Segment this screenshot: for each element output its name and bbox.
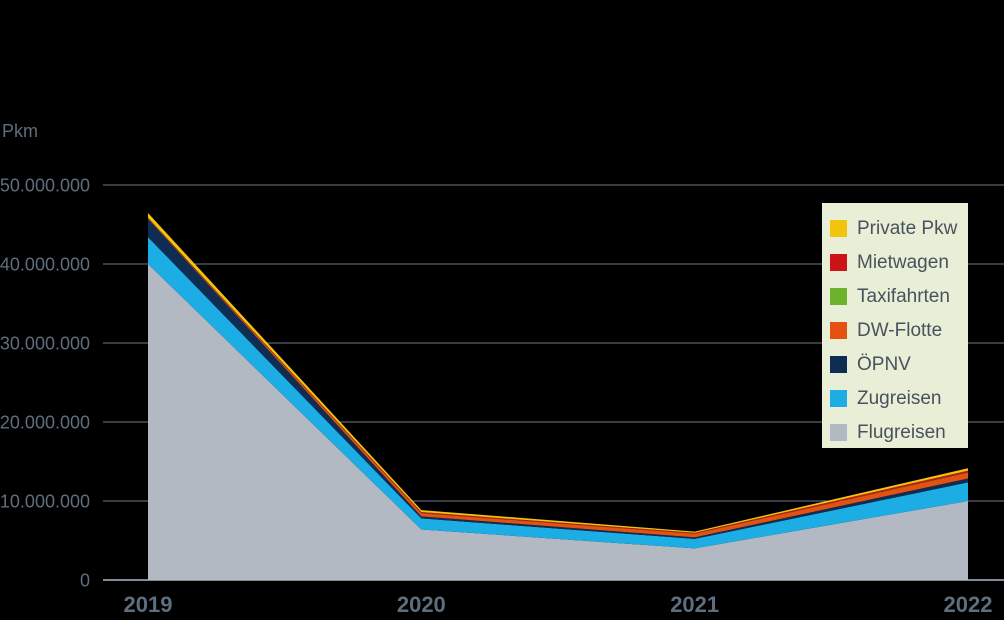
legend-item: Zugreisen	[830, 381, 968, 415]
area-series-layer	[148, 213, 968, 580]
legend-swatch	[830, 219, 847, 237]
y-tick-label: 20.000.000	[0, 413, 90, 433]
legend-item: DW-Flotte	[830, 313, 968, 347]
axis-labels: Pkm 0 10.000.000 20.000.000 30.000.000 40.00…	[0, 121, 992, 617]
legend-item: Taxifahrten	[830, 279, 968, 313]
y-tick-label: 50.000.000	[0, 176, 90, 196]
x-tick-label: 2021	[670, 592, 719, 617]
legend-label: DW-Flotte	[857, 319, 943, 341]
legend-label: Taxifahrten	[857, 285, 950, 307]
legend-swatch	[830, 389, 847, 407]
x-tick-label: 2022	[944, 592, 993, 617]
legend: Private Pkw Mietwagen Taxifahrten DW-Flotte…	[822, 203, 968, 448]
area-series-flugreisen	[148, 264, 968, 580]
legend-swatch	[830, 253, 847, 271]
x-tick-label: 2020	[397, 592, 446, 617]
legend-label: ÖPNV	[857, 353, 911, 375]
legend-swatch	[830, 423, 847, 441]
y-tick-label: 30.000.000	[0, 334, 90, 354]
legend-swatch	[830, 355, 847, 373]
legend-label: Mietwagen	[857, 251, 949, 273]
legend-swatch	[830, 287, 847, 305]
y-axis-title: Pkm	[2, 121, 38, 141]
y-tick-label: 10.000.000	[0, 492, 90, 512]
x-tick-label: 2019	[124, 592, 173, 617]
y-tick-label: 0	[80, 571, 90, 591]
legend-swatch	[830, 321, 847, 339]
legend-item: Private Pkw	[830, 211, 968, 245]
y-tick-label: 40.000.000	[0, 255, 90, 275]
legend-item: ÖPNV	[830, 347, 968, 381]
legend-label: Flugreisen	[857, 421, 946, 443]
legend-label: Private Pkw	[857, 217, 958, 239]
legend-label: Zugreisen	[857, 387, 942, 409]
legend-item: Mietwagen	[830, 245, 968, 279]
legend-item: Flugreisen	[830, 415, 968, 449]
